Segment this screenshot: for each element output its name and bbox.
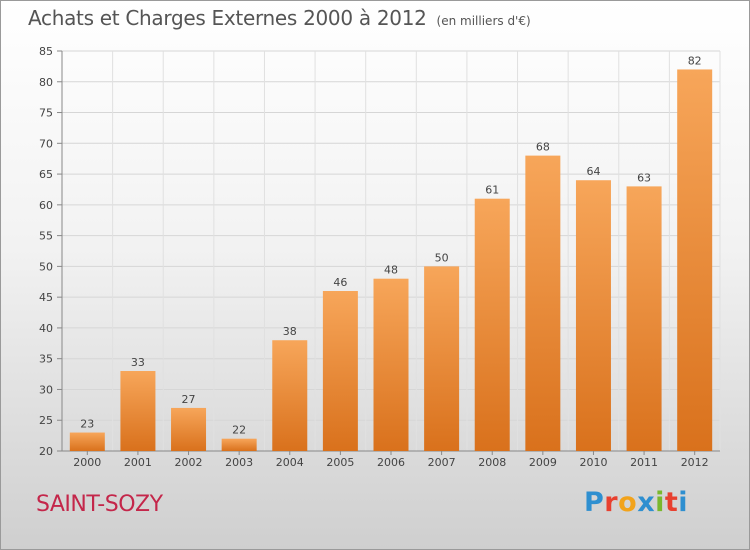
data-label-2005: 46 bbox=[333, 276, 347, 289]
logo-letter: x bbox=[637, 487, 656, 518]
bar-2002 bbox=[171, 407, 207, 451]
data-label-2012: 82 bbox=[688, 54, 702, 67]
y-axis: 20 25 30 35 40 45 50 55 60 65 70 75 80 85 bbox=[39, 45, 63, 458]
x-tick-label-2003: 2003 bbox=[225, 456, 253, 469]
y-tick-label: 20 bbox=[39, 445, 53, 458]
bar-2011 bbox=[626, 186, 662, 451]
bars bbox=[69, 69, 713, 451]
y-tick-label: 70 bbox=[39, 137, 53, 150]
y-tick-label: 30 bbox=[39, 383, 53, 396]
data-label-2010: 64 bbox=[586, 165, 600, 178]
x-tick-label-2009: 2009 bbox=[529, 456, 557, 469]
y-tick-label: 40 bbox=[39, 322, 53, 335]
data-labels: 23 33 27 22 38 46 48 50 61 68 64 63 82 bbox=[80, 54, 701, 436]
x-tick-label-2004: 2004 bbox=[276, 456, 304, 469]
data-label-2011: 63 bbox=[637, 171, 651, 184]
data-label-2002: 27 bbox=[182, 393, 196, 406]
x-tick-label-2000: 2000 bbox=[73, 456, 101, 469]
x-tick-label-2010: 2010 bbox=[579, 456, 607, 469]
data-label-2008: 61 bbox=[485, 184, 499, 197]
bar-2000 bbox=[69, 432, 105, 451]
data-label-2000: 23 bbox=[80, 418, 94, 431]
x-tick-label-2001: 2001 bbox=[124, 456, 152, 469]
data-label-2006: 48 bbox=[384, 264, 398, 277]
x-tick-label-2012: 2012 bbox=[681, 456, 709, 469]
bar-2012 bbox=[677, 69, 713, 451]
x-axis: 2000 2001 2002 2003 2004 2005 2006 2007 2008 2009… bbox=[62, 450, 720, 469]
data-label-2004: 38 bbox=[283, 325, 297, 338]
x-tick-label-2011: 2011 bbox=[630, 456, 658, 469]
logo-letter: P bbox=[584, 487, 605, 518]
logo-letter: i bbox=[655, 487, 665, 518]
y-tick-label: 80 bbox=[39, 76, 53, 89]
x-tick-label-2008: 2008 bbox=[478, 456, 506, 469]
chart-unit: (en milliers d'€) bbox=[436, 14, 531, 28]
logo-letter: t bbox=[664, 487, 679, 518]
logo-letter: i bbox=[678, 487, 689, 518]
bar-2009 bbox=[525, 155, 561, 451]
bar-2010 bbox=[575, 180, 611, 451]
y-tick-label: 65 bbox=[39, 168, 53, 181]
y-tick-label: 60 bbox=[39, 199, 53, 212]
logo-letter: o bbox=[618, 487, 638, 518]
data-label-2003: 22 bbox=[232, 424, 246, 437]
chart-header: Achats et Charges Externes 2000 à 2012 (e… bbox=[28, 6, 531, 30]
y-tick-label: 45 bbox=[39, 291, 53, 304]
commune-name: SAINT-SOZY bbox=[36, 492, 163, 517]
x-tick-label-2002: 2002 bbox=[175, 456, 203, 469]
chart-title: Achats et Charges Externes 2000 à 2012 bbox=[28, 6, 427, 30]
data-label-2009: 68 bbox=[536, 141, 550, 154]
proxiti-logo[interactable]: Proxiti bbox=[584, 487, 688, 518]
bar-2006 bbox=[373, 278, 409, 451]
bar-2004 bbox=[272, 340, 308, 451]
bar-2008 bbox=[474, 198, 510, 451]
x-tick-label-2006: 2006 bbox=[377, 456, 405, 469]
y-tick-label: 85 bbox=[39, 45, 53, 58]
y-tick-label: 50 bbox=[39, 260, 53, 273]
y-tick-label: 35 bbox=[39, 353, 53, 366]
data-label-2001: 33 bbox=[131, 356, 145, 369]
bar-2007 bbox=[424, 266, 460, 451]
y-tick-label: 75 bbox=[39, 107, 53, 120]
logo-letter: r bbox=[604, 487, 619, 518]
y-tick-label: 25 bbox=[39, 414, 53, 427]
bar-2001 bbox=[120, 371, 156, 451]
data-label-2007: 50 bbox=[435, 251, 449, 264]
bar-2005 bbox=[322, 291, 358, 451]
y-tick-label: 55 bbox=[39, 230, 53, 243]
bar-2003 bbox=[221, 438, 257, 451]
x-tick-label-2007: 2007 bbox=[428, 456, 456, 469]
x-tick-label-2005: 2005 bbox=[326, 456, 354, 469]
